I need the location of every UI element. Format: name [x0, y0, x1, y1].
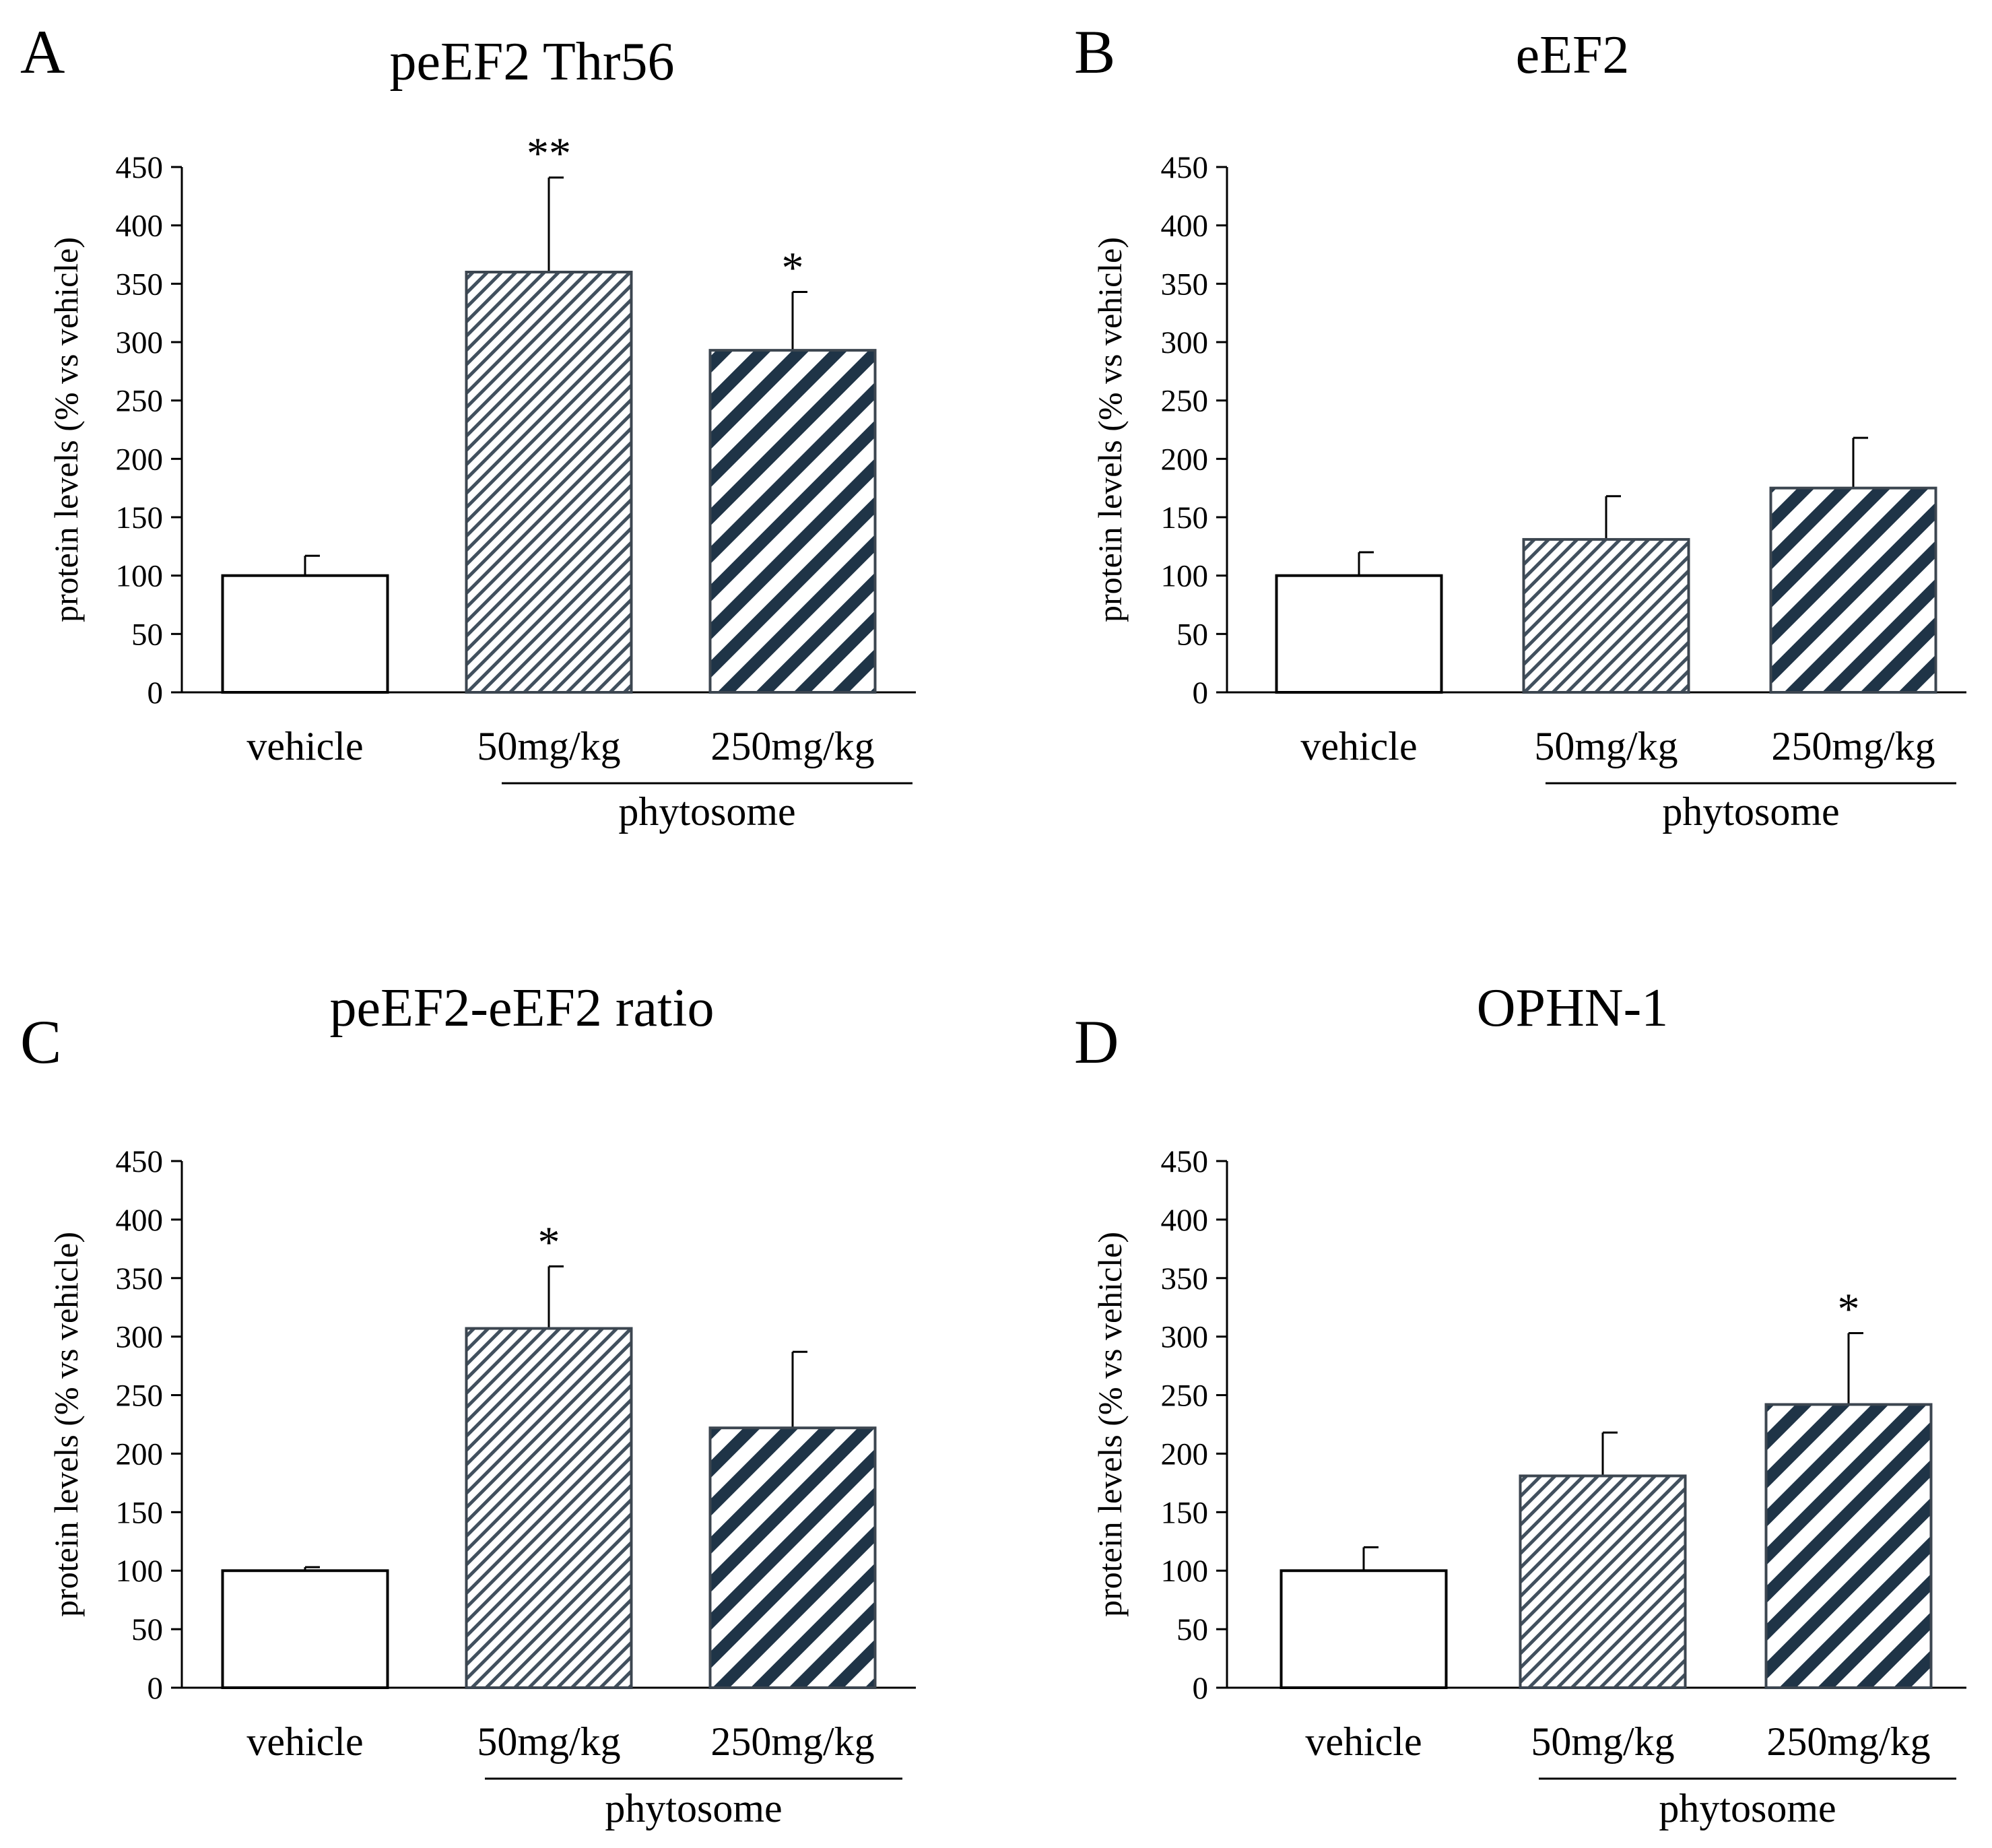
y-tick-label: 250 [116, 384, 164, 419]
category-label: 50mg/kg [1534, 724, 1678, 768]
y-axis-label: protein levels (% vs vehicle) [47, 1232, 85, 1617]
y-tick-label: 400 [116, 1203, 164, 1238]
bar-50mg-kg [465, 271, 633, 694]
group-label: phytosome [1659, 1786, 1836, 1830]
y-tick-label: 250 [1161, 384, 1209, 419]
category-label: 50mg/kg [477, 1719, 620, 1764]
significance-marker: ** [527, 129, 571, 178]
y-tick-label: 100 [116, 559, 164, 594]
group-label: phytosome [1662, 789, 1839, 834]
panel-letter: A [20, 18, 65, 86]
y-tick-label: 350 [1161, 267, 1209, 302]
y-tick-label: 450 [1161, 150, 1209, 185]
y-tick-label: 100 [1161, 1554, 1209, 1589]
chart-title: eEF2 [1516, 26, 1630, 85]
bar-50mg-kg [1522, 537, 1690, 694]
y-tick-label: 250 [1161, 1379, 1209, 1414]
chart-title: peEF2-eEF2 ratio [330, 979, 715, 1038]
bar-vehicle [1280, 1569, 1448, 1689]
y-tick-label: 200 [1161, 1437, 1209, 1472]
panel-letter: C [20, 1008, 61, 1076]
category-label: 250mg/kg [710, 724, 874, 768]
y-tick-label: 100 [116, 1554, 164, 1589]
y-tick-label: 50 [131, 617, 163, 652]
significance-marker: * [538, 1218, 560, 1267]
chart-title: OPHN-1 [1477, 979, 1668, 1038]
y-tick-label: 300 [116, 325, 164, 360]
y-tick-label: 300 [1161, 1320, 1209, 1355]
y-tick-label: 250 [116, 1379, 164, 1414]
y-tick-label: 0 [147, 675, 164, 711]
panel-letter: B [1074, 18, 1115, 86]
category-label: 250mg/kg [1766, 1719, 1930, 1764]
y-tick-label: 400 [1161, 209, 1209, 244]
group-label: phytosome [618, 789, 795, 834]
category-label: vehicle [1300, 724, 1417, 768]
panel-letter: D [1074, 1008, 1119, 1076]
category-label: 50mg/kg [1531, 1719, 1674, 1764]
y-tick-label: 100 [1161, 559, 1209, 594]
y-tick-label: 150 [116, 1495, 164, 1530]
y-tick-label: 350 [1161, 1261, 1209, 1296]
y-tick-label: 50 [131, 1612, 163, 1647]
category-label: vehicle [1305, 1719, 1422, 1764]
y-axis-label: protein levels (% vs vehicle) [1091, 237, 1129, 622]
y-tick-label: 150 [1161, 500, 1209, 535]
y-tick-label: 200 [116, 442, 164, 477]
y-tick-label: 150 [1161, 1495, 1209, 1530]
category-label: vehicle [246, 1719, 363, 1764]
y-tick-label: 400 [1161, 1203, 1209, 1238]
y-tick-label: 450 [1161, 1144, 1209, 1179]
chart-title: peEF2 Thr56 [390, 32, 675, 92]
category-label: 250mg/kg [1771, 724, 1935, 768]
category-label: vehicle [246, 724, 363, 768]
bar-250mg-kg [708, 1426, 877, 1690]
y-tick-label: 300 [1161, 325, 1209, 360]
significance-marker: * [782, 243, 804, 292]
y-tick-label: 0 [1193, 1671, 1209, 1706]
bar-250mg-kg [1764, 1403, 1933, 1689]
bar-vehicle [221, 574, 389, 694]
bar-250mg-kg [708, 349, 877, 694]
y-tick-label: 350 [116, 1261, 164, 1296]
category-label: 50mg/kg [477, 724, 620, 768]
y-tick-label: 400 [116, 209, 164, 244]
y-tick-label: 0 [147, 1671, 164, 1706]
chart-panel-d: D OPHN-1 0 50 100 150 200 250 300 350 400 450 protei… [1074, 979, 1966, 1830]
y-tick-label: 50 [1176, 617, 1208, 652]
bar-vehicle [1275, 574, 1443, 694]
y-tick-label: 50 [1176, 1612, 1208, 1647]
y-tick-label: 450 [116, 1144, 164, 1179]
y-tick-label: 350 [116, 267, 164, 302]
bar-250mg-kg [1769, 486, 1937, 694]
y-axis-label: protein levels (% vs vehicle) [1091, 1232, 1129, 1617]
y-tick-label: 200 [116, 1437, 164, 1472]
y-tick-label: 150 [116, 500, 164, 535]
bar-50mg-kg [465, 1327, 633, 1689]
significance-marker: * [1838, 1284, 1860, 1333]
y-tick-label: 200 [1161, 442, 1209, 477]
bar-vehicle [221, 1569, 389, 1689]
y-tick-label: 450 [116, 150, 164, 185]
y-tick-label: 300 [116, 1320, 164, 1355]
category-label: 250mg/kg [710, 1719, 874, 1764]
y-tick-label: 0 [1193, 675, 1209, 711]
bar-50mg-kg [1519, 1474, 1687, 1689]
y-axis-label: protein levels (% vs vehicle) [47, 237, 85, 622]
group-label: phytosome [605, 1786, 782, 1830]
